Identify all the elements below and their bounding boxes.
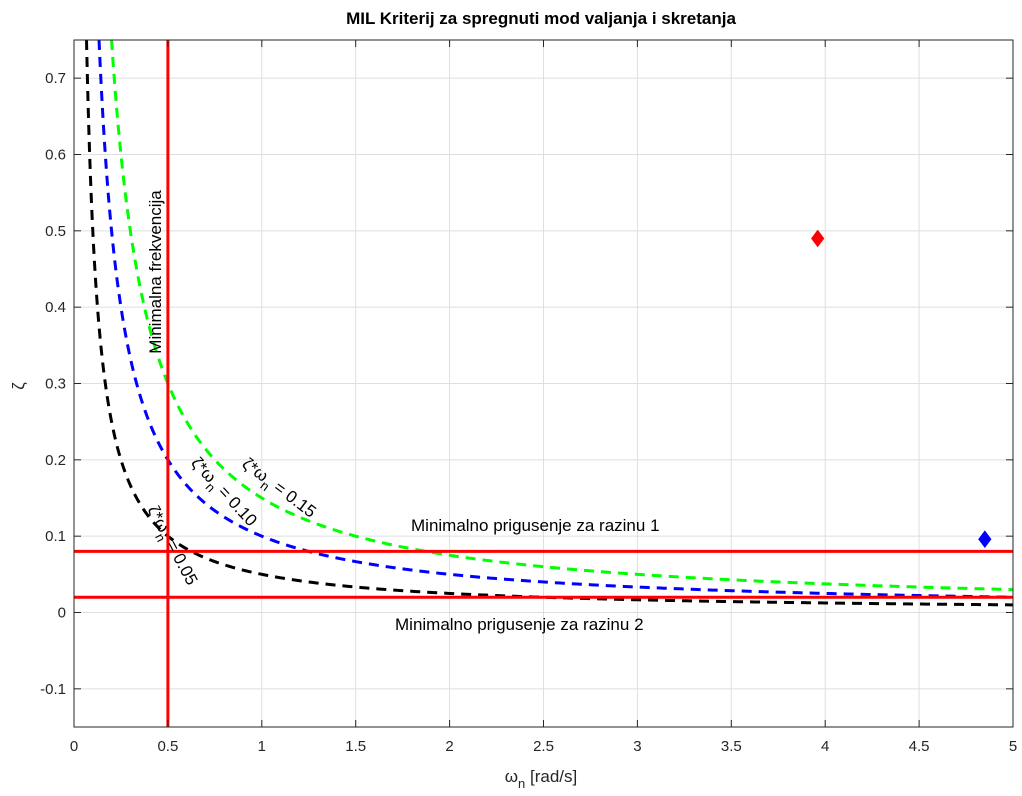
y-tick-label: 0.2 (45, 452, 66, 469)
y-tick-label: 0.7 (45, 70, 66, 87)
y-tick-label: 0.3 (45, 376, 66, 393)
y-axis-label: ζ (9, 382, 28, 390)
plot-content (74, 40, 1013, 727)
x-tick-label: 1.5 (345, 738, 366, 755)
x-tick-label: 2.5 (533, 738, 554, 755)
x-axis-label-subscript: n (518, 776, 525, 791)
y-tick-label: 0.6 (45, 147, 66, 164)
x-tick-label: 2 (445, 738, 453, 755)
data-point-2 (978, 530, 992, 549)
limit-label-level-2: Minimalno prigusenje za razinu 2 (395, 615, 644, 634)
x-tick-label: 0.5 (157, 738, 178, 755)
data-point-1 (811, 229, 825, 248)
plot-area: 0 0.5 1 1.5 2 2.5 3 3.5 4 4.5 5 -0.1 0 0.1 0.2 0.3 0.4 0.… (40, 39, 1017, 755)
x-tick-label: 3 (633, 738, 641, 755)
x-tick-label: 1 (258, 738, 266, 755)
x-axis-label: ωn [rad/s] (505, 767, 577, 791)
chart-title: MIL Kriterij za spregnuti mod valjanja i… (346, 9, 736, 28)
limit-label-min-frequency: Minimalna frekvencija (146, 190, 165, 354)
limit-label-level-1: Minimalno prigusenje za razinu 1 (411, 516, 660, 535)
x-tick-label: 4 (821, 738, 829, 755)
series-line-2 (97, 40, 1013, 599)
x-tick-label: 3.5 (721, 738, 742, 755)
y-tick-label: 0.1 (45, 528, 66, 545)
series-line-1 (85, 40, 1013, 607)
y-tick-label: -0.1 (40, 681, 66, 698)
x-axis-label-unit: [rad/s] (525, 767, 577, 786)
x-axis-label-symbol: ω (505, 767, 518, 786)
x-tick-label: 5 (1009, 738, 1017, 755)
x-tick-label: 0 (70, 738, 78, 755)
y-tick-label: 0.4 (45, 299, 66, 316)
x-tick-label: 4.5 (909, 738, 930, 755)
y-tick-label: 0.5 (45, 223, 66, 240)
y-tick-label: 0 (58, 605, 66, 622)
